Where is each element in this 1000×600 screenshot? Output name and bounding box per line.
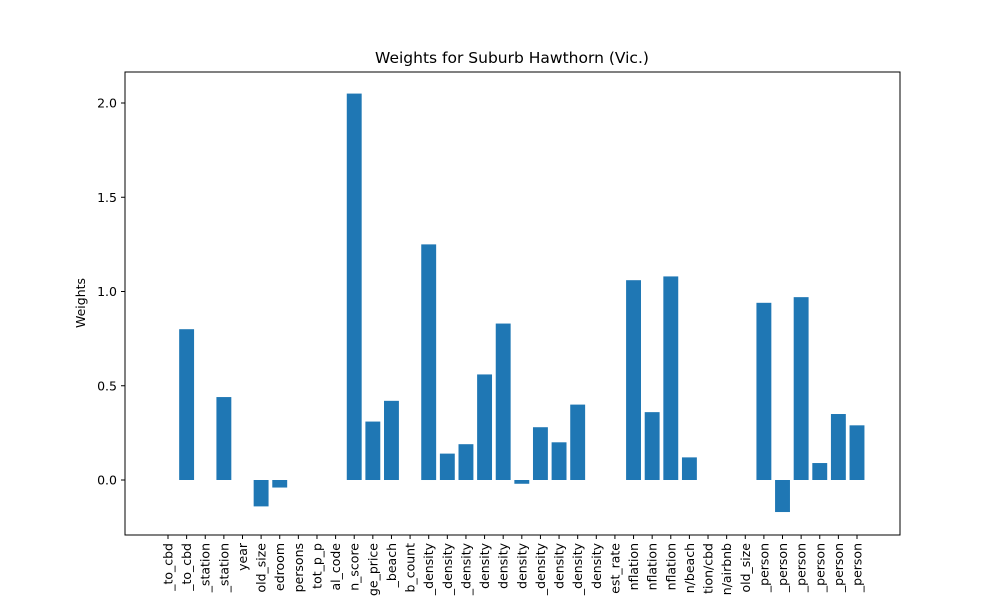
x-tick-label: nflation [626,543,641,590]
x-tick-label: _density [570,542,585,596]
x-tick-label: density [552,542,567,588]
bar [439,453,455,480]
bar [179,329,195,480]
x-tick-label: est_rate [607,543,622,594]
x-tick-label: persons [291,543,306,592]
x-tick-label: _density [533,542,548,596]
x-tick-label: al_code [328,543,343,591]
bar [384,400,399,480]
plot-frame [124,71,901,536]
bar [458,444,474,480]
x-tick-label: year [235,542,250,571]
y-tick-label: 0.0 [97,473,117,488]
bar [663,276,679,480]
bar [514,480,530,484]
bar [532,427,548,480]
x-tick-label: density [514,542,529,588]
bar [570,404,586,480]
x-tick-label: _density [440,542,455,596]
bar [365,421,381,480]
y-ticks: 0.0 0.5 1.0 1.5 2.0 [97,96,125,488]
x-tick-label: _person [794,543,809,593]
x-tick-label: old_size [254,543,269,593]
y-tick-label: 1.5 [97,190,117,205]
bar [421,244,437,481]
x-tick-label: density [589,542,604,588]
y-tick-label: 2.0 [97,96,117,111]
y-tick-label: 0.5 [97,378,117,393]
x-tick-label: density [477,542,492,588]
x-tick-label: _person [756,543,771,593]
x-tick-label: ge_price [365,543,380,596]
bar [272,480,288,488]
x-tick-label: _density [458,542,473,596]
x-tick-label: _person [812,543,827,593]
bar [626,280,641,480]
x-tick-label: edroom [272,543,287,591]
y-tick-label: 1.0 [97,284,117,299]
bar [253,480,269,507]
bar [495,323,511,480]
bar [216,397,232,480]
x-tick-label: density [496,542,511,588]
x-tick-label: n/airbnb [719,543,734,595]
bar [477,374,493,480]
x-tick-label: _to_cbd [179,543,194,592]
x-tick-label: _station [216,543,231,593]
x-tick-label: _to_cbd [161,543,176,592]
x-tick-label: n/beach [682,543,697,593]
bar [812,463,828,480]
x-tick-label: _density [421,542,436,596]
bar [849,425,865,480]
bar [756,302,772,480]
x-tick-label: _beach [384,543,399,588]
bar [830,414,846,480]
x-tick-label: nflation [663,543,678,590]
x-tick-label: b_count [403,543,418,593]
x-tick-label: n_score [347,543,362,591]
x-tick-label: _person [831,543,846,593]
x-tick-label: _person [850,543,865,593]
x-tick-label: nflation [645,543,660,590]
bar [551,442,567,480]
x-ticks: _to_cbd _to_cbd _station _station year old_si… [161,535,865,596]
x-tick-label: tot_p_p [309,543,324,589]
x-tick-label: tion/cbd [701,543,716,594]
y-axis-label: Weights [73,278,88,328]
bar [775,480,790,513]
x-tick-label: _station [198,543,213,593]
bar [346,93,362,480]
chart-title: Weights for Suburb Hawthorn (Vic.) [375,49,649,67]
bars-group [179,93,865,513]
x-tick-label: old_size [738,543,753,593]
bar [681,457,697,480]
bar [793,297,809,480]
x-tick-label: _person [775,543,790,593]
bar [644,412,660,480]
